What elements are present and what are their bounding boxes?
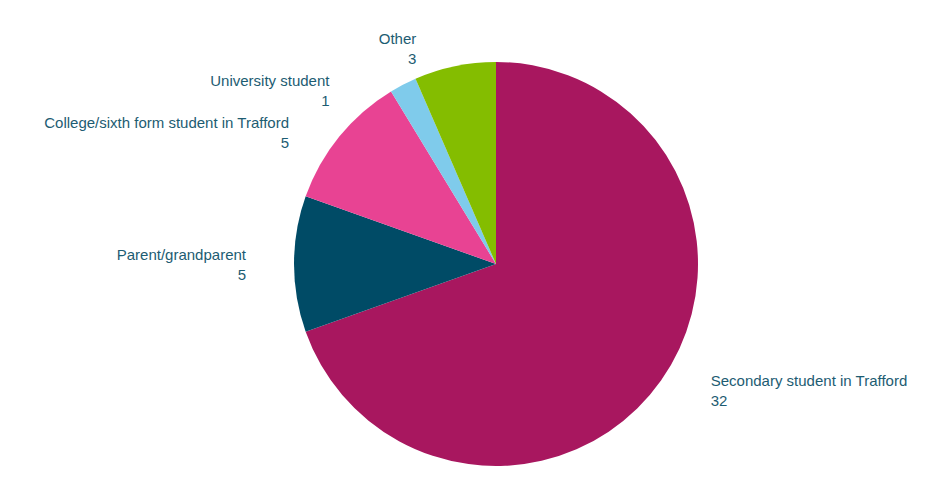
svg-text:5: 5 bbox=[281, 134, 289, 151]
svg-text:University student: University student bbox=[210, 72, 330, 89]
svg-text:1: 1 bbox=[321, 92, 329, 109]
svg-text:32: 32 bbox=[711, 392, 728, 409]
svg-text:5: 5 bbox=[238, 266, 246, 283]
svg-text:Parent/grandparent: Parent/grandparent bbox=[117, 246, 247, 263]
svg-text:3: 3 bbox=[408, 50, 416, 67]
svg-text:Secondary student in Trafford: Secondary student in Trafford bbox=[711, 372, 908, 389]
svg-text:College/sixth form student in: College/sixth form student in Trafford bbox=[44, 114, 289, 131]
svg-text:Other: Other bbox=[379, 30, 417, 47]
